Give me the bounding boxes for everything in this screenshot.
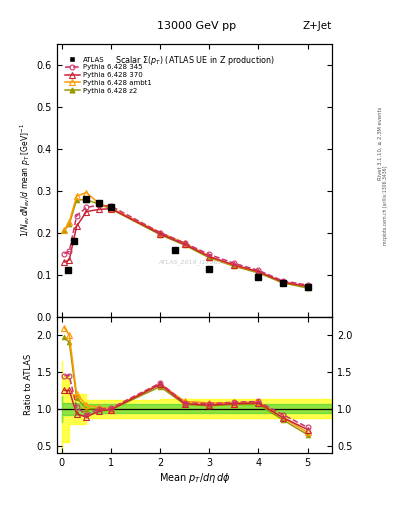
Text: 13000 GeV pp: 13000 GeV pp — [157, 20, 236, 31]
Legend: ATLAS, Pythia 6.428 345, Pythia 6.428 370, Pythia 6.428 ambt1, Pythia 6.428 z2: ATLAS, Pythia 6.428 345, Pythia 6.428 37… — [63, 55, 153, 95]
Text: mcplots.cern.ch [arXiv:1306.3436]: mcplots.cern.ch [arXiv:1306.3436] — [384, 165, 388, 245]
Text: ATLAS_2019_I1736531: ATLAS_2019_I1736531 — [159, 259, 230, 265]
X-axis label: Mean $p_T/d\eta\,d\phi$: Mean $p_T/d\eta\,d\phi$ — [159, 471, 230, 485]
Text: Scalar $\Sigma(p_T)$ (ATLAS UE in Z production): Scalar $\Sigma(p_T)$ (ATLAS UE in Z prod… — [115, 54, 274, 68]
Text: Rivet 3.1.10, ≥ 2.3M events: Rivet 3.1.10, ≥ 2.3M events — [378, 106, 383, 180]
Y-axis label: $1/N_{ev}\,dN_{ev}/d$ mean $p_T$ [GeV]$^{-1}$: $1/N_{ev}\,dN_{ev}/d$ mean $p_T$ [GeV]$^… — [18, 123, 33, 237]
Y-axis label: Ratio to ATLAS: Ratio to ATLAS — [24, 354, 33, 415]
Text: Z+Jet: Z+Jet — [303, 20, 332, 31]
